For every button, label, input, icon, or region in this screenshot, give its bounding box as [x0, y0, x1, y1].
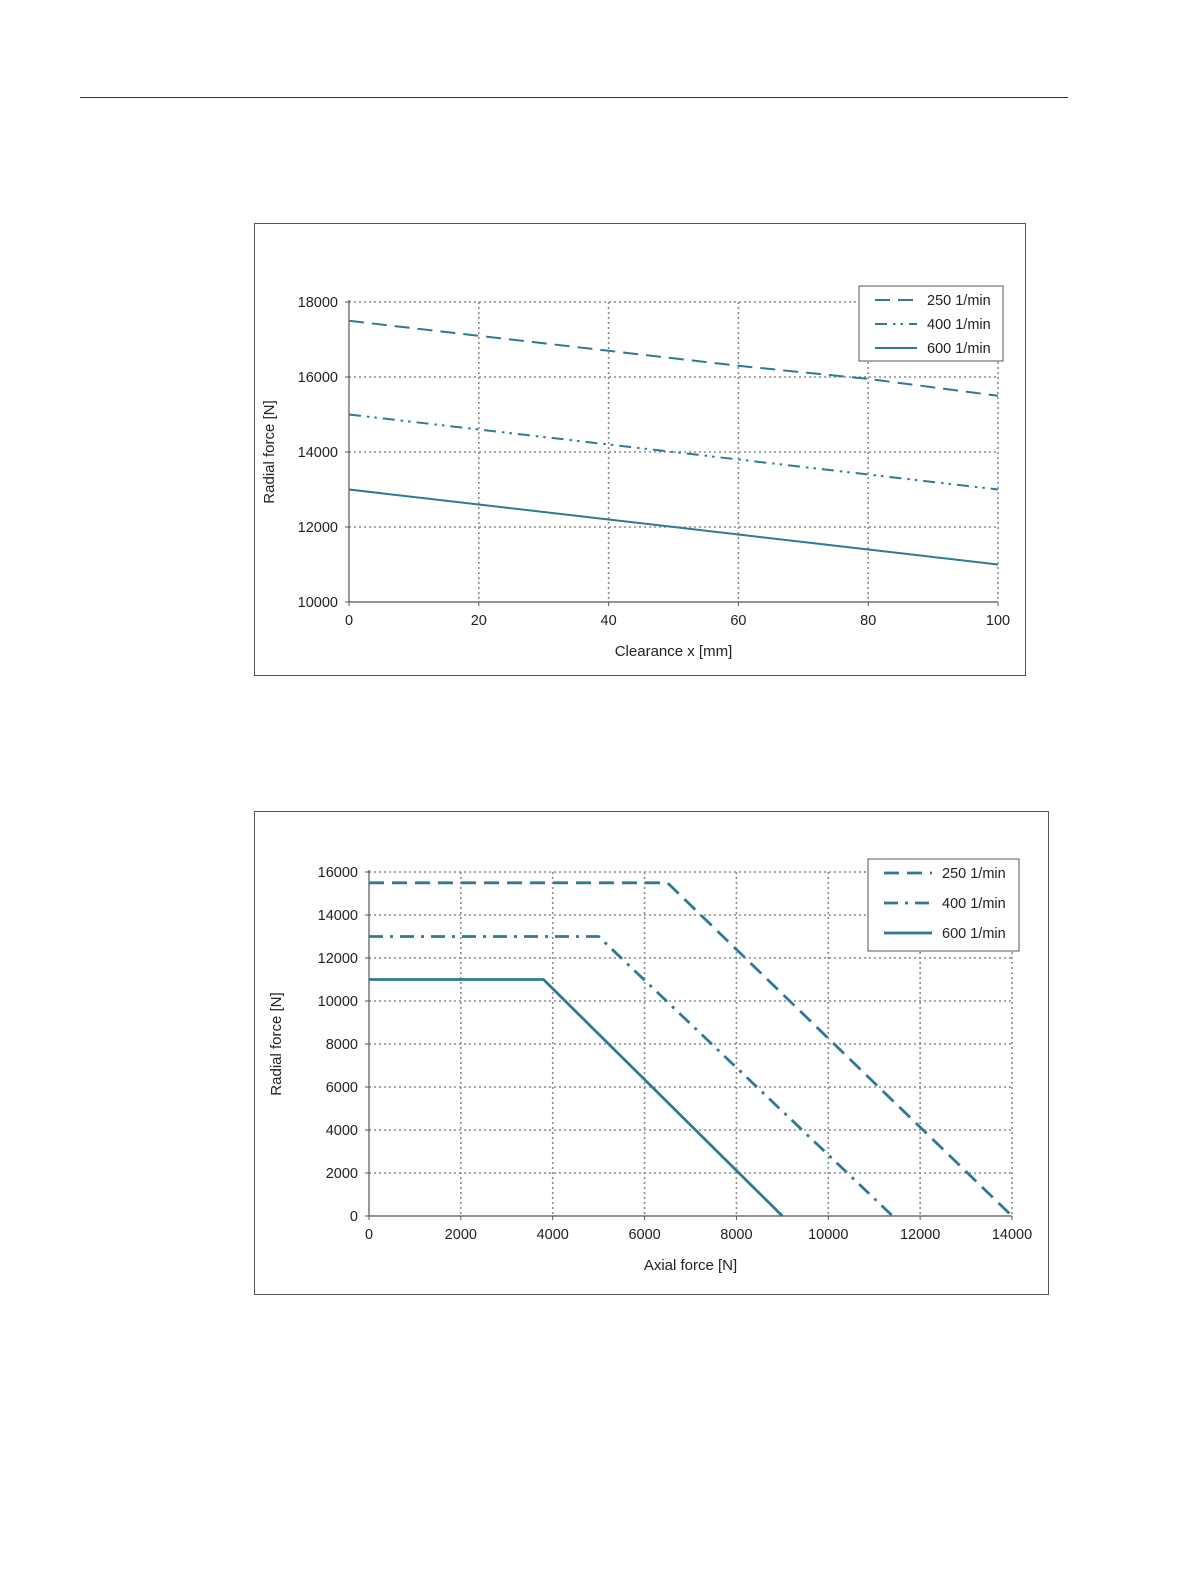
x-axis-label: Clearance x [mm]	[615, 643, 733, 660]
series-line-400	[348, 413, 999, 491]
legend-label: 600 1/min	[942, 926, 1006, 942]
x-tick-label: 0	[365, 1227, 373, 1243]
y-tick-label: 2000	[326, 1166, 358, 1182]
series-line-250	[369, 881, 1013, 1218]
series-line-250	[348, 319, 999, 397]
y-tick-label: 8000	[326, 1037, 358, 1053]
axial-chart-frame: 0 2000 4000 6000 8000 10000 12000 14000 0 2000 400…	[254, 811, 1049, 1295]
y-axis-label: Radial force [N]	[268, 992, 285, 1095]
legend: 250 1/min 400 1/min 600 1/min	[858, 285, 1004, 362]
x-tick-label: 80	[860, 613, 876, 629]
series-line-600	[369, 978, 784, 1217]
y-tick-label: 10000	[318, 994, 358, 1010]
legend-label: 250 1/min	[942, 866, 1006, 882]
y-tick-label: 12000	[298, 520, 338, 536]
legend-label: 250 1/min	[927, 293, 991, 309]
x-axis-label: Axial force [N]	[644, 1257, 737, 1274]
y-tick-label: 10000	[298, 595, 338, 611]
y-tick-label: 0	[350, 1209, 358, 1225]
x-tick-label: 6000	[628, 1227, 660, 1243]
legend-label: 400 1/min	[927, 317, 991, 333]
x-tick-label: 40	[601, 613, 617, 629]
series-line-600	[348, 488, 999, 566]
x-tick-label: 14000	[992, 1227, 1032, 1243]
axial-chart: 0 2000 4000 6000 8000 10000 12000 14000 0 2000 400…	[268, 858, 1032, 1274]
clearance-chart: 0 20 40 60 80 100 10000 12000 14000 16000 18000 Cle…	[261, 285, 1010, 660]
x-tick-label: 0	[345, 613, 353, 629]
x-tick-label: 2000	[445, 1227, 477, 1243]
x-tick-label: 10000	[808, 1227, 848, 1243]
y-tick-label: 18000	[298, 295, 338, 311]
y-tick-label: 14000	[298, 445, 338, 461]
y-tick-label: 12000	[318, 951, 358, 967]
x-tick-label: 20	[471, 613, 487, 629]
y-tick-label: 16000	[318, 865, 358, 881]
x-tick-label: 8000	[720, 1227, 752, 1243]
y-tick-label: 4000	[326, 1123, 358, 1139]
series-line-400	[369, 935, 894, 1218]
x-tick-label: 100	[986, 613, 1010, 629]
legend: 250 1/min 400 1/min 600 1/min	[867, 858, 1020, 952]
x-tick-label: 60	[730, 613, 746, 629]
legend-label: 400 1/min	[942, 896, 1006, 912]
y-tick-label: 16000	[298, 370, 338, 386]
y-tick-label: 6000	[326, 1080, 358, 1096]
x-tick-label: 4000	[537, 1227, 569, 1243]
y-axis-label: Radial force [N]	[261, 400, 278, 503]
x-tick-label: 12000	[900, 1227, 940, 1243]
clearance-chart-frame: 0 20 40 60 80 100 10000 12000 14000 16000 18000 Cle…	[254, 223, 1026, 676]
legend-label: 600 1/min	[927, 341, 991, 357]
y-tick-label: 14000	[318, 908, 358, 924]
header-rule	[80, 97, 1068, 98]
